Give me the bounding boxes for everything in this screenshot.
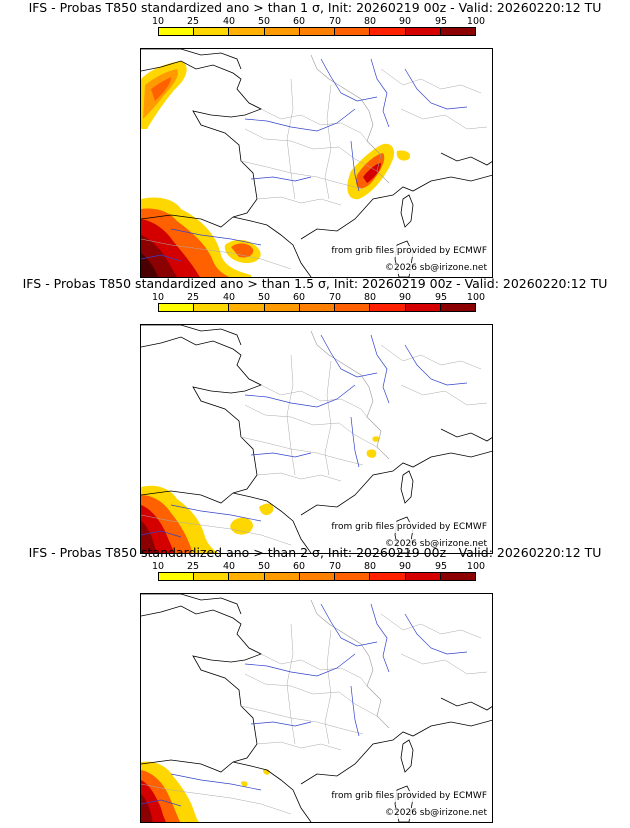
scale-tick: 50 [257, 16, 271, 27]
scale-tick: 90 [398, 16, 412, 27]
color-swatch [194, 28, 230, 35]
scale-tick: 25 [186, 292, 200, 303]
color-swatch [194, 304, 230, 311]
scale-tick: 40 [222, 561, 236, 572]
map-canvas [141, 594, 492, 822]
scale-tick: 95 [434, 561, 448, 572]
color-swatch [405, 304, 441, 311]
color-swatch [264, 304, 300, 311]
color-swatch [299, 573, 336, 580]
color-swatch [405, 573, 441, 580]
color-swatch [335, 573, 371, 580]
probability-map: from grib files provided by ECMWF ©2026 … [140, 324, 493, 554]
probability-map: from grib files provided by ECMWF ©2026 … [140, 593, 493, 823]
map-panel-1: IFS - Probas T850 standardized ano > tha… [0, 0, 630, 278]
color-swatch [335, 28, 371, 35]
scale-tick: 60 [292, 292, 306, 303]
probability-field [141, 761, 270, 822]
color-scale: 10 25 40 50 60 70 80 90 95 100 [152, 561, 485, 591]
copyright-credit: ©2026 sb@irizone.net [384, 539, 488, 550]
scale-tick: 10 [151, 561, 165, 572]
map-canvas [141, 325, 492, 553]
color-swatch [405, 28, 441, 35]
scale-tick: 70 [328, 16, 342, 27]
color-swatch [229, 304, 265, 311]
color-swatch [440, 573, 475, 580]
scale-tick: 60 [292, 16, 306, 27]
color-swatch [299, 28, 336, 35]
map-panel-2: IFS - Probas T850 standardized ano > tha… [0, 276, 630, 554]
color-swatch [264, 573, 300, 580]
color-swatch [159, 28, 195, 35]
scale-tick: 100 [466, 292, 486, 303]
color-swatch [264, 28, 300, 35]
color-swatch [370, 573, 406, 580]
color-swatch [159, 304, 195, 311]
scale-tick: 90 [398, 292, 412, 303]
color-scale: 10 25 40 50 60 70 80 90 95 100 [152, 16, 485, 46]
color-swatch [229, 573, 265, 580]
color-swatch [194, 573, 230, 580]
scale-tick: 90 [398, 561, 412, 572]
copyright-credit: ©2026 sb@irizone.net [384, 808, 488, 819]
scale-tick: 70 [328, 561, 342, 572]
scale-tick: 50 [257, 561, 271, 572]
source-credit: from grib files provided by ECMWF [330, 522, 488, 533]
panel-title: IFS - Probas T850 standardized ano > tha… [22, 276, 608, 291]
scale-tick: 95 [434, 292, 448, 303]
map-canvas [141, 49, 492, 277]
probability-field [141, 436, 380, 553]
scale-tick: 10 [151, 16, 165, 27]
scale-tick: 25 [186, 16, 200, 27]
color-swatch [370, 28, 406, 35]
scale-tick: 70 [328, 292, 342, 303]
map-panel-3: IFS - Probas T850 standardized ano > tha… [0, 545, 630, 823]
color-swatch [299, 304, 336, 311]
color-bar [158, 27, 476, 36]
scale-tick: 60 [292, 561, 306, 572]
scale-tick: 80 [363, 16, 377, 27]
scale-tick: 80 [363, 561, 377, 572]
source-credit: from grib files provided by ECMWF [330, 791, 488, 802]
scale-tick: 100 [466, 16, 486, 27]
scale-tick: 10 [151, 292, 165, 303]
color-scale: 10 25 40 50 60 70 80 90 95 100 [152, 292, 485, 322]
color-bar [158, 572, 476, 581]
color-swatch [440, 28, 475, 35]
scale-tick: 25 [186, 561, 200, 572]
color-swatch [159, 573, 195, 580]
probability-map: from grib files provided by ECMWF ©2026 … [140, 48, 493, 278]
scale-tick: 100 [466, 561, 486, 572]
color-swatch [229, 28, 265, 35]
color-bar [158, 303, 476, 312]
scale-tick: 80 [363, 292, 377, 303]
copyright-credit: ©2026 sb@irizone.net [384, 263, 488, 274]
scale-tick: 40 [222, 16, 236, 27]
color-swatch [335, 304, 371, 311]
color-swatch [440, 304, 475, 311]
panel-title: IFS - Probas T850 standardized ano > tha… [28, 0, 602, 15]
panel-title: IFS - Probas T850 standardized ano > tha… [28, 545, 602, 560]
scale-tick: 50 [257, 292, 271, 303]
color-swatch [370, 304, 406, 311]
scale-tick: 95 [434, 16, 448, 27]
source-credit: from grib files provided by ECMWF [330, 246, 488, 257]
scale-tick: 40 [222, 292, 236, 303]
